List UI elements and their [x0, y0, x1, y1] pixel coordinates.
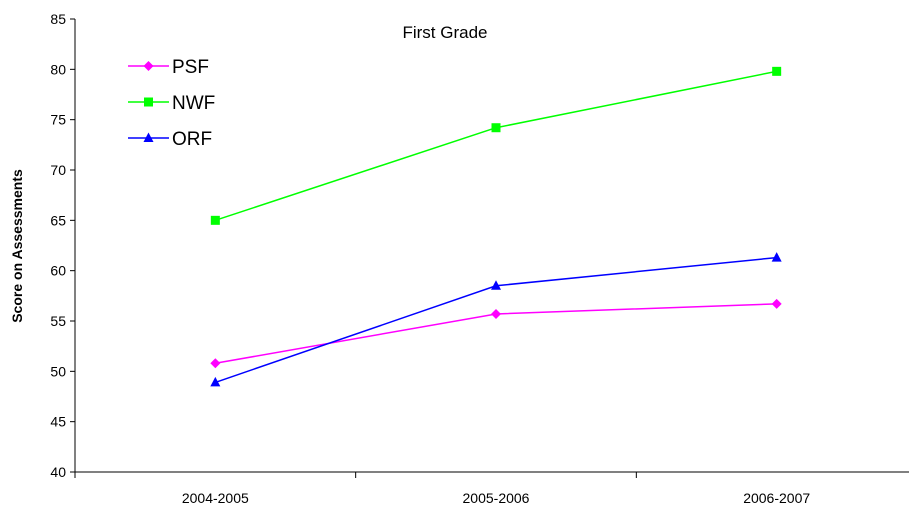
legend-item-psf: PSF [128, 57, 209, 78]
legend-marker-psf [143, 61, 154, 71]
y-axis-ticks: 40 45 50 55 60 65 70 75 80 85 [50, 11, 75, 480]
data-point-orf [491, 280, 501, 290]
y-tick-label: 80 [50, 61, 66, 77]
data-point-nwf [491, 123, 501, 133]
y-tick-label: 65 [50, 212, 66, 228]
y-axis-label: Score on Assessments [9, 169, 25, 323]
x-tick-label: 2005-2006 [463, 490, 530, 506]
legend-item-orf: ORF [128, 129, 212, 150]
y-tick-label: 50 [50, 363, 66, 379]
x-axis-ticks: 2004-2005 2005-2006 2006-2007 [74, 472, 810, 506]
x-tick-label: 2006-2007 [743, 490, 810, 506]
legend-marker-nwf [144, 97, 153, 107]
x-tick-label: 2004-2005 [182, 490, 249, 506]
series-psf [210, 298, 782, 369]
y-tick-label: 40 [50, 464, 66, 480]
y-tick-label: 60 [50, 263, 66, 279]
chart-title: First Grade [402, 23, 487, 42]
legend-label-nwf: NWF [172, 93, 215, 114]
y-tick-label: 75 [50, 112, 66, 128]
legend-item-nwf: NWF [128, 93, 215, 114]
y-tick-label: 45 [50, 414, 66, 430]
data-point-orf [210, 376, 221, 387]
series-nwf [210, 66, 782, 225]
series-line-nwf [215, 70, 777, 222]
series-layer [210, 66, 782, 387]
legend-marker-orf [143, 132, 154, 142]
y-tick-label: 55 [50, 313, 66, 329]
data-point-nwf [210, 215, 220, 225]
y-tick-label: 85 [50, 11, 66, 27]
data-point-psf [491, 308, 501, 319]
data-point-orf [771, 252, 782, 262]
data-point-nwf [772, 66, 782, 76]
legend: PSF NWF ORF [128, 57, 215, 150]
data-point-psf [771, 298, 782, 309]
y-tick-label: 70 [50, 162, 66, 178]
series-line-orf [215, 256, 777, 384]
series-orf [210, 252, 782, 387]
legend-label-orf: ORF [172, 129, 212, 150]
legend-label-psf: PSF [172, 57, 209, 78]
data-point-psf [210, 358, 221, 369]
